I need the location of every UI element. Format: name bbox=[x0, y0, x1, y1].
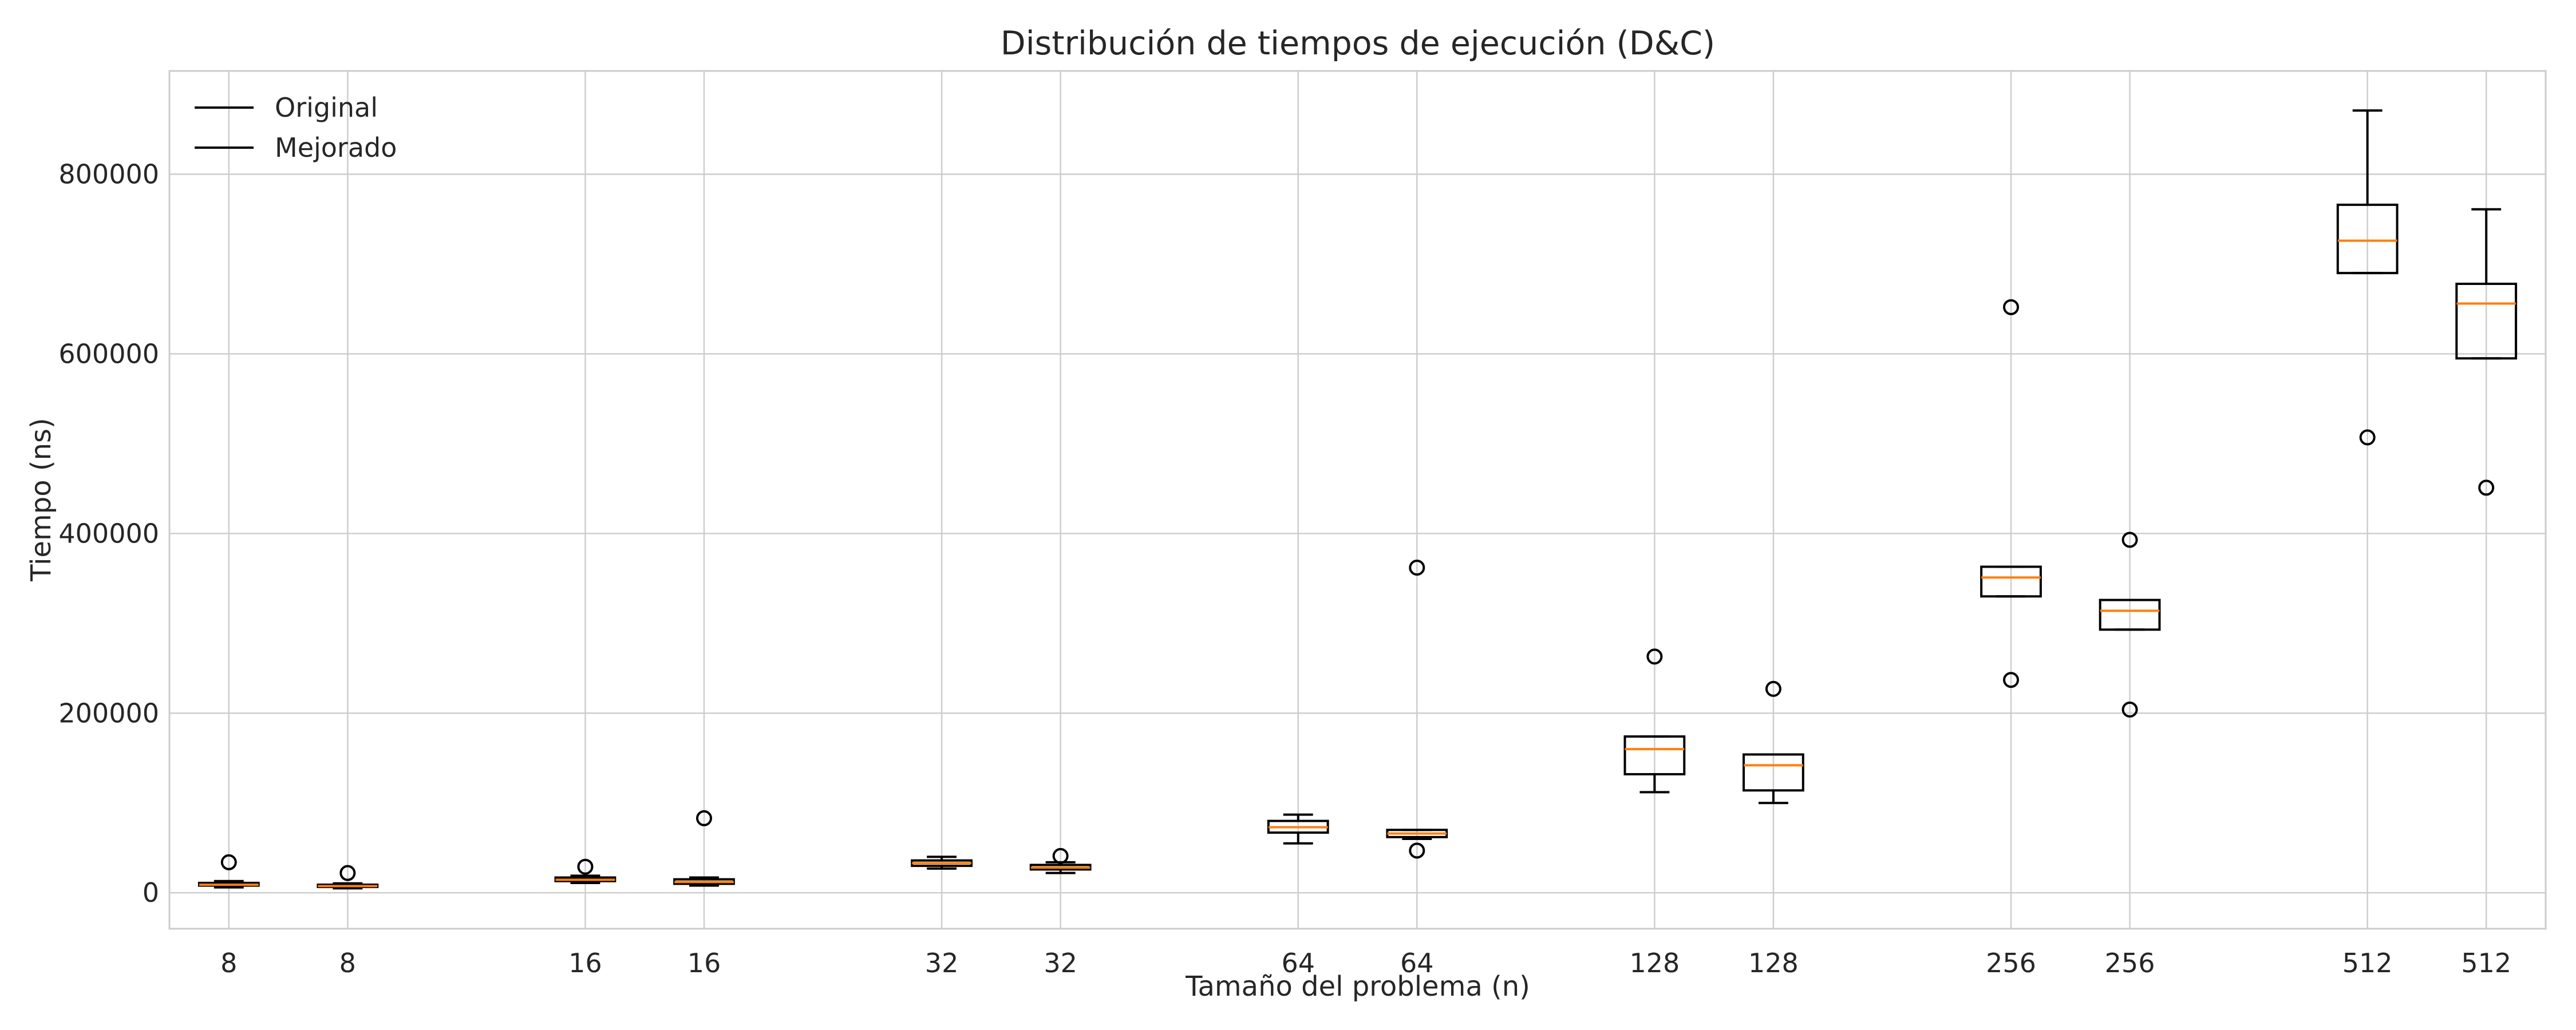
y-tick-label: 0 bbox=[143, 877, 159, 908]
box-group-n32 bbox=[911, 855, 973, 870]
x-tick-label: 128 bbox=[1748, 948, 1799, 978]
x-tick-label: 16 bbox=[568, 948, 602, 978]
box-group-n16 bbox=[673, 810, 735, 887]
x-axis-label: Tamaño del problema (n) bbox=[1185, 970, 1530, 1003]
x-tick-label: 8 bbox=[339, 948, 356, 978]
box-group-n512 bbox=[2336, 109, 2399, 446]
box-iqr bbox=[1980, 565, 2042, 598]
x-tick-labels: 8 8 16 16 32 32 64 64 128 128 256 256 512 512 bbox=[220, 948, 2511, 978]
box-group-n64 bbox=[1267, 813, 1329, 845]
plot-frame bbox=[168, 70, 2547, 930]
box-group-n256 bbox=[1980, 299, 2042, 688]
x-tick-label: 16 bbox=[688, 948, 721, 978]
box-group-n8 bbox=[317, 865, 379, 890]
box-iqr bbox=[1743, 753, 1804, 792]
grid-lines bbox=[169, 71, 2546, 929]
box-iqr bbox=[2455, 283, 2518, 360]
legend-label-original: Original bbox=[275, 92, 378, 123]
x-tick-label: 128 bbox=[1629, 948, 1680, 978]
x-tick-label: 256 bbox=[2105, 948, 2155, 978]
box-group-n512 bbox=[2455, 208, 2518, 496]
x-tick-label: 512 bbox=[2342, 948, 2393, 978]
box-group-n128 bbox=[1623, 648, 1686, 794]
y-tick-label: 800000 bbox=[58, 159, 159, 190]
box-iqr bbox=[2099, 599, 2161, 631]
legend: Original Mejorado bbox=[195, 92, 397, 163]
outlier-point bbox=[339, 865, 356, 881]
outlier-point bbox=[577, 858, 594, 875]
x-tick-label: 64 bbox=[1281, 948, 1315, 978]
y-axis-label: Tiempo (ns) bbox=[25, 418, 57, 581]
x-tick-label: 256 bbox=[1986, 948, 2036, 978]
x-tick-label: 64 bbox=[1400, 948, 1434, 978]
box-group-n256 bbox=[2099, 532, 2161, 718]
outlier-point bbox=[2003, 672, 2020, 688]
outlier-point bbox=[2359, 429, 2376, 446]
outlier-point bbox=[2003, 299, 2020, 315]
outlier-point bbox=[1765, 680, 1781, 697]
outlier-point bbox=[696, 810, 712, 826]
chart-title: Distribución de tiempos de ejecución (D&… bbox=[1001, 25, 1715, 62]
outlier-point bbox=[1052, 847, 1069, 864]
outlier-point bbox=[1646, 648, 1663, 665]
box-groups bbox=[197, 109, 2518, 890]
x-tick-label: 32 bbox=[925, 948, 959, 978]
box-iqr bbox=[1623, 735, 1686, 776]
x-tick-label: 512 bbox=[2461, 948, 2511, 978]
outlier-point bbox=[2478, 480, 2495, 496]
outlier-point bbox=[1409, 842, 1425, 859]
outlier-point bbox=[1409, 560, 1425, 576]
box-group-n128 bbox=[1743, 680, 1804, 805]
box-group-n16 bbox=[554, 858, 617, 884]
box-group-n32 bbox=[1029, 847, 1092, 874]
y-tick-label: 400000 bbox=[58, 518, 159, 549]
y-tick-label: 600000 bbox=[58, 338, 159, 369]
box-group-n64 bbox=[1386, 560, 1448, 859]
x-tick-label: 8 bbox=[220, 948, 237, 978]
outlier-point bbox=[2121, 532, 2138, 548]
box-group-n8 bbox=[197, 854, 260, 889]
legend-label-mejorado: Mejorado bbox=[275, 132, 397, 163]
outlier-point bbox=[220, 854, 237, 870]
x-tick-label: 32 bbox=[1044, 948, 1077, 978]
outlier-point bbox=[2121, 702, 2138, 718]
y-tick-label: 200000 bbox=[58, 698, 159, 728]
y-tick-labels: 0 200000 400000 600000 800000 bbox=[58, 159, 159, 909]
box-iqr bbox=[2336, 203, 2399, 275]
